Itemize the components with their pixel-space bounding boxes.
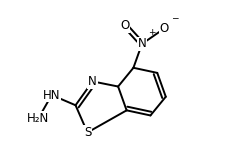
- Text: S: S: [83, 126, 91, 139]
- Text: −: −: [170, 13, 177, 22]
- Text: HN: HN: [43, 88, 60, 102]
- Text: O: O: [159, 22, 168, 35]
- Text: O: O: [120, 19, 129, 32]
- Text: +: +: [148, 29, 155, 37]
- Text: N: N: [137, 37, 146, 50]
- Text: H₂N: H₂N: [27, 112, 49, 125]
- Text: N: N: [88, 75, 97, 88]
